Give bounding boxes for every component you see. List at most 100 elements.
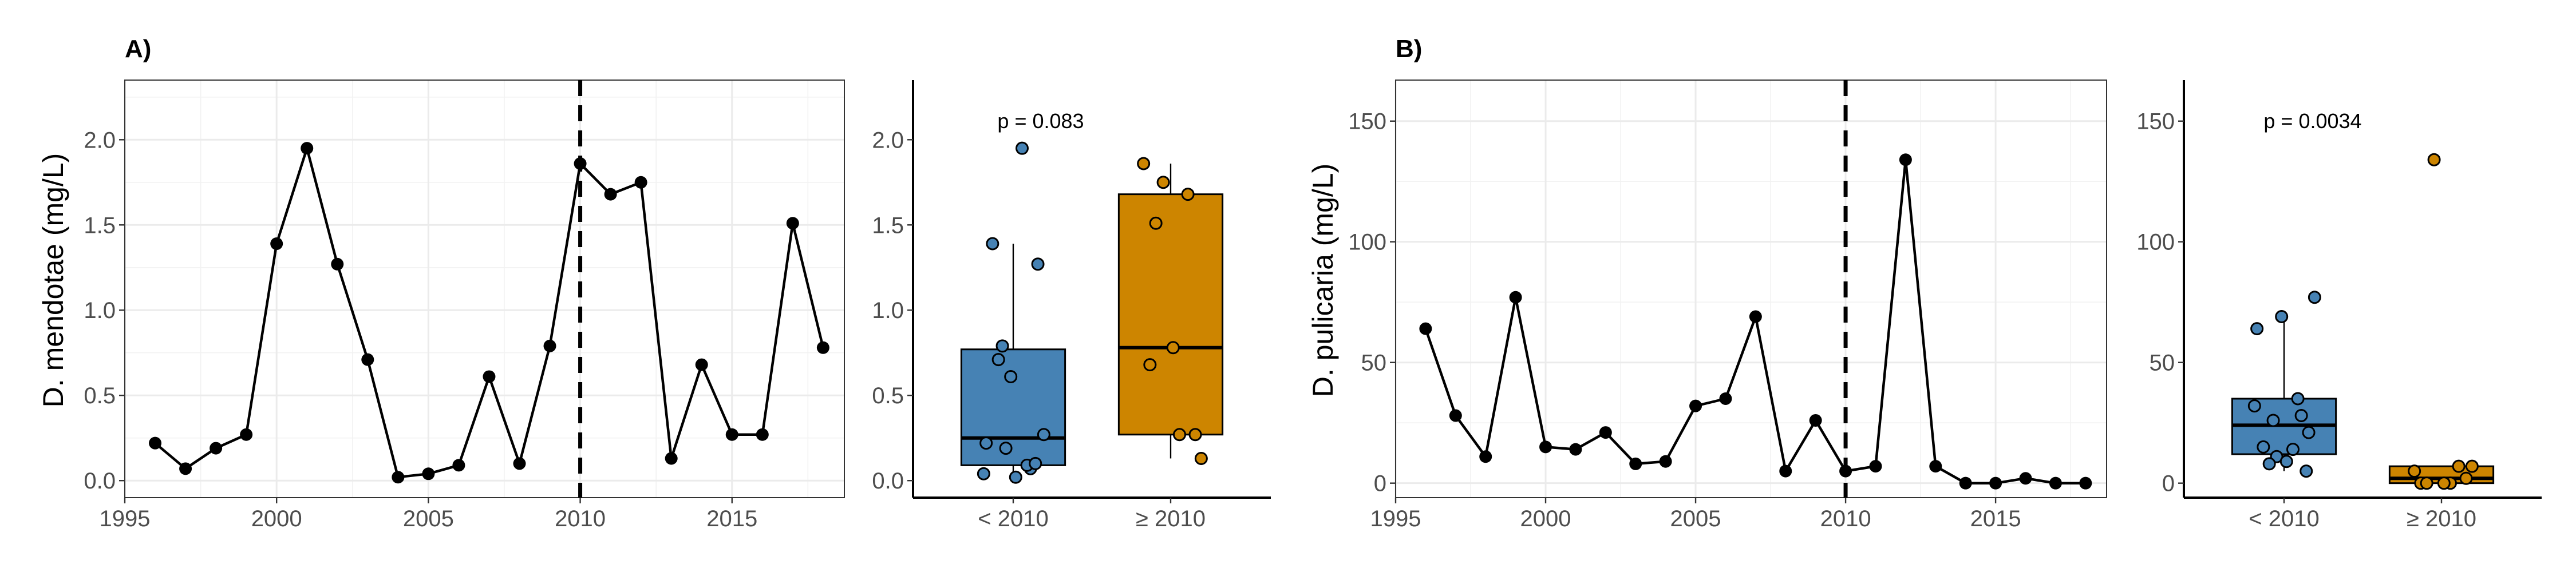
panel-a-box-jitter-point — [991, 353, 1005, 367]
panel-b-line-x-tick-label: 2015 — [1970, 506, 2021, 531]
panel-b-box-jitter-point — [2308, 291, 2321, 304]
panel-a-box-jitter-point — [1166, 341, 1180, 355]
panel-a-box-jitter-point — [1137, 157, 1151, 170]
panel-a-line-panel-border — [124, 80, 845, 498]
panel-a-box-jitter-point — [1181, 188, 1195, 201]
panel-b-line-x-tick-label: 2010 — [1820, 506, 1871, 531]
panel-a-line-data-point — [483, 370, 496, 383]
panel-b-box-y-tick-label: 50 — [2150, 351, 2175, 376]
panel-b-line-data-point — [1839, 464, 1852, 478]
panel-b-line-data-point — [1599, 426, 1612, 439]
panel-b-line-plot-area — [1396, 80, 2107, 498]
panel-b-box-x-tick-label: < 2010 — [2249, 506, 2319, 531]
panel-a-p-value: p = 0.083 — [997, 109, 1084, 133]
panel-b-line-x-tick-label: 2005 — [1670, 506, 1721, 531]
panel-a-line-data-point — [634, 176, 647, 189]
panel-b-box-jitter-point — [2286, 443, 2300, 456]
panel-b-line-x-tick-label: 2000 — [1520, 506, 1571, 531]
panel-a-line-chart: 1995 2000 2005 2010 2015 0.0 0.5 1.0 1.5 2.0 A) D… — [37, 35, 845, 531]
panel-a-box-jitter-point — [1015, 141, 1029, 155]
panel-b-line-data-point — [1629, 457, 1642, 470]
panel-b-p-value: p = 0.0034 — [2263, 109, 2361, 133]
panel-b-box-jitter-point — [2452, 459, 2466, 473]
panel-a-box-jitter-point — [1156, 176, 1170, 189]
panel-b-line-data-point — [1479, 450, 1492, 463]
panel-a-tag: A) — [125, 35, 151, 63]
panel-a-line-data-point — [816, 341, 829, 354]
panel-b-box-jitter-point — [2465, 459, 2479, 473]
panel-b-line-data-point — [1659, 455, 1672, 468]
panel-a-line-data-point — [301, 142, 314, 155]
panel-b-line-y-tick-label: 0 — [1374, 471, 1386, 496]
panel-b-line-data-point — [1689, 399, 1702, 412]
panel-b-box-jitter-point — [2408, 464, 2421, 478]
panel-b-line-data-point — [2049, 476, 2062, 490]
panel-a-box-jitter-point — [1004, 370, 1018, 383]
panel-a-box-box-before-2010 — [960, 348, 1066, 466]
panel-a-line-y-tick-label: 1.5 — [84, 213, 116, 238]
panel-b-line-data-point — [1749, 310, 1762, 323]
panel-a-box-jitter-point — [995, 339, 1009, 353]
panel-a-line-y-tick-label: 0.0 — [84, 468, 116, 494]
panel-a-line-x-tick-label: 2005 — [403, 506, 454, 531]
panel-b-box-jitter-point — [2266, 414, 2280, 427]
panel-b-line-data-point — [1899, 153, 1912, 166]
panel-a-box-jitter-point — [1009, 470, 1022, 484]
panel-a-line-data-point — [392, 471, 405, 484]
panel-b-tag: B) — [1396, 35, 1422, 63]
panel-a-box-jitter-point — [1194, 451, 1208, 465]
panel-a-line-data-point — [513, 457, 526, 470]
panel-a-box-y-tick-label: 1.5 — [872, 213, 904, 238]
panel-b-box-jitter-point — [2300, 464, 2313, 478]
panel-a-line-data-point — [756, 428, 769, 441]
panel-b-box-y-tick-label: 100 — [2136, 230, 2175, 255]
panel-b-line-data-point — [1419, 322, 1432, 335]
panel-a-box-jitter-point — [977, 467, 990, 480]
panel-a-line-data-point — [210, 442, 223, 455]
panel-a-box-jitter-point — [1149, 216, 1163, 230]
panel-a-y-axis-title: D. mendotae (mg/L) — [37, 153, 69, 408]
panel-b-box-jitter-point — [2420, 476, 2433, 490]
panel-b-line-y-tick-label: 150 — [1348, 109, 1386, 134]
panel-a-box-jitter-point — [1037, 428, 1050, 442]
panel-a-box-jitter-point — [1029, 456, 1042, 470]
panel-b-box-jitter-point — [2247, 399, 2261, 413]
panel-a-line-data-point — [725, 428, 738, 441]
panel-b-line-y-tick-label: 100 — [1348, 230, 1386, 255]
panel-b-line-panel-border — [1395, 80, 2107, 498]
panel-b-line-data-point — [1809, 414, 1822, 427]
panel-a-line-data-point — [574, 157, 587, 170]
panel-a-line-data-point — [270, 237, 283, 251]
panel-a-box-jitter-point — [1143, 358, 1157, 372]
panel-b-line-data-point — [1779, 464, 1792, 478]
panel-a-box-jitter-point — [1172, 428, 1186, 442]
panel-b-box-x-tick-label: ≥ 2010 — [2407, 506, 2476, 531]
panel-a-line-data-point — [179, 462, 192, 475]
panel-a-line-x-tick-label: 1995 — [100, 506, 151, 531]
panel-b-box-y-tick-label: 150 — [2136, 109, 2175, 134]
panel-a-line-y-tick-label: 2.0 — [84, 128, 116, 153]
panel-a-box-y-tick-label: 0.0 — [872, 468, 904, 494]
panel-b-line-data-point — [1959, 476, 1972, 490]
panel-b-box-jitter-point — [2459, 471, 2473, 485]
panel-a-box-y-tick-label: 2.0 — [872, 128, 904, 153]
panel-a-box-jitter-point — [1188, 428, 1202, 442]
panel-a-line-data-point — [240, 428, 253, 441]
panel-a-line-data-point — [361, 353, 374, 366]
panel-b-line-data-point — [1989, 476, 2002, 490]
panel-b-line-data-point — [2019, 472, 2032, 485]
panel-a-line-x-tick-label: 2015 — [706, 506, 757, 531]
panel-b-line-data-point — [1869, 460, 1882, 473]
panel-a-line-y-tick-label: 1.0 — [84, 298, 116, 323]
panel-a-line-data-point — [149, 436, 162, 450]
panel-a-line-data-point — [604, 188, 617, 201]
panel-b-line-data-point — [1719, 392, 1732, 405]
panel-a-line-plot-area — [125, 80, 844, 498]
panel-b-box-plot: 0 50 100 150 < 2010 ≥ 2010 p = 0.0034 — [2136, 80, 2542, 531]
panel-a-line-data-point — [422, 467, 435, 480]
panel-b-box-y-tick-label: 0 — [2162, 471, 2175, 496]
panel-a-line-y-tick-label: 0.5 — [84, 383, 116, 408]
panel-b-box-jitter-point — [2302, 426, 2316, 439]
panel-a-line-data-point — [665, 452, 678, 465]
